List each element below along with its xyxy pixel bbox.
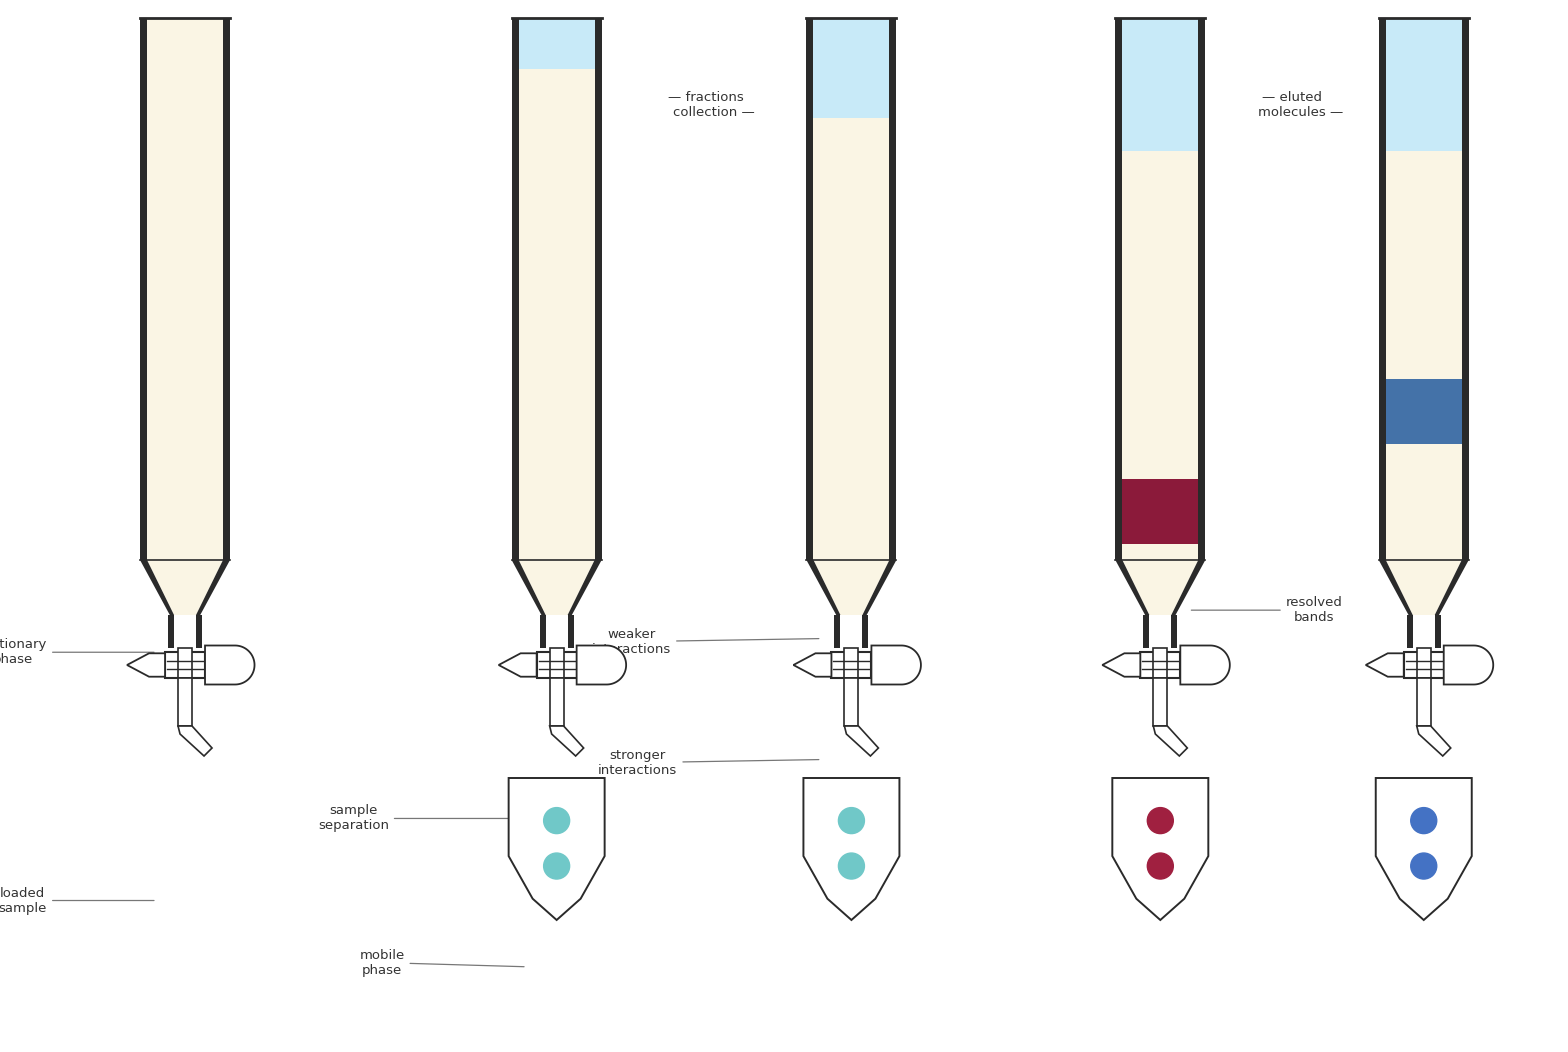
Polygon shape bbox=[508, 778, 605, 920]
Circle shape bbox=[1148, 853, 1173, 879]
Bar bbox=[806, 18, 814, 560]
Bar bbox=[889, 18, 897, 560]
Circle shape bbox=[1148, 808, 1173, 833]
Bar bbox=[539, 615, 546, 648]
Bar bbox=[814, 18, 889, 118]
Bar bbox=[1198, 18, 1206, 560]
Polygon shape bbox=[196, 560, 230, 615]
Bar bbox=[519, 69, 594, 560]
Bar bbox=[1143, 615, 1149, 648]
Bar bbox=[519, 18, 594, 69]
Polygon shape bbox=[1171, 560, 1206, 615]
Bar bbox=[845, 677, 858, 726]
Text: stronger
interactions: stronger interactions bbox=[597, 749, 818, 776]
Text: mobile
phase: mobile phase bbox=[359, 949, 524, 976]
Bar bbox=[1417, 648, 1430, 677]
Polygon shape bbox=[1366, 653, 1403, 676]
Polygon shape bbox=[814, 560, 889, 615]
Polygon shape bbox=[1386, 560, 1461, 615]
Circle shape bbox=[1411, 808, 1436, 833]
Text: resolved
bands: resolved bands bbox=[1192, 596, 1342, 624]
Polygon shape bbox=[127, 653, 165, 676]
Bar bbox=[1154, 677, 1167, 726]
Bar bbox=[511, 18, 519, 560]
Circle shape bbox=[1411, 853, 1436, 879]
Bar bbox=[594, 18, 602, 560]
Bar bbox=[1386, 18, 1461, 150]
Bar bbox=[1406, 615, 1413, 648]
Bar bbox=[550, 648, 563, 677]
Bar bbox=[1386, 150, 1461, 560]
Bar bbox=[1417, 677, 1430, 726]
Bar bbox=[1140, 652, 1181, 677]
Polygon shape bbox=[803, 778, 900, 920]
Polygon shape bbox=[1112, 778, 1209, 920]
Bar bbox=[196, 615, 202, 648]
Polygon shape bbox=[179, 726, 212, 756]
Bar bbox=[1123, 18, 1198, 150]
Polygon shape bbox=[1417, 726, 1450, 756]
Bar bbox=[1171, 615, 1178, 648]
Bar bbox=[1386, 379, 1461, 444]
Bar bbox=[223, 18, 230, 560]
Circle shape bbox=[544, 853, 569, 879]
Bar bbox=[862, 615, 869, 648]
Bar bbox=[831, 652, 872, 677]
Polygon shape bbox=[1378, 560, 1413, 615]
Polygon shape bbox=[1435, 560, 1469, 615]
Bar bbox=[1435, 615, 1441, 648]
Polygon shape bbox=[1115, 560, 1149, 615]
Bar bbox=[1123, 150, 1198, 560]
Polygon shape bbox=[147, 560, 223, 615]
Bar bbox=[834, 615, 840, 648]
Polygon shape bbox=[1102, 653, 1140, 676]
Polygon shape bbox=[550, 726, 583, 756]
Bar bbox=[168, 615, 174, 648]
Polygon shape bbox=[845, 726, 878, 756]
Polygon shape bbox=[1181, 646, 1229, 685]
Bar bbox=[147, 18, 223, 560]
Text: — eluted
    molecules —: — eluted molecules — bbox=[1240, 92, 1344, 119]
Bar bbox=[179, 648, 191, 677]
Bar bbox=[845, 648, 858, 677]
Bar bbox=[550, 677, 563, 726]
Bar bbox=[536, 652, 577, 677]
Text: weaker
interactions: weaker interactions bbox=[591, 628, 818, 655]
Text: — fractions
    collection —: — fractions collection — bbox=[657, 92, 754, 119]
Polygon shape bbox=[793, 653, 831, 676]
Bar bbox=[1403, 652, 1444, 677]
Bar bbox=[814, 118, 889, 560]
Polygon shape bbox=[140, 560, 174, 615]
Polygon shape bbox=[1444, 646, 1493, 685]
Bar bbox=[1378, 18, 1386, 560]
Bar bbox=[1154, 648, 1167, 677]
Polygon shape bbox=[511, 560, 546, 615]
Bar bbox=[165, 652, 205, 677]
Polygon shape bbox=[1123, 560, 1198, 615]
Polygon shape bbox=[568, 560, 602, 615]
Polygon shape bbox=[205, 646, 254, 685]
Polygon shape bbox=[519, 560, 594, 615]
Polygon shape bbox=[872, 646, 920, 685]
Bar bbox=[1115, 18, 1123, 560]
Bar bbox=[1461, 18, 1469, 560]
Bar bbox=[1123, 479, 1198, 544]
Text: stationary
phase: stationary phase bbox=[0, 639, 154, 666]
Text: loaded
sample: loaded sample bbox=[0, 887, 154, 914]
Polygon shape bbox=[1375, 778, 1472, 920]
Text: sample
separation: sample separation bbox=[318, 805, 524, 832]
Polygon shape bbox=[499, 653, 536, 676]
Circle shape bbox=[544, 808, 569, 833]
Circle shape bbox=[839, 808, 864, 833]
Polygon shape bbox=[806, 560, 840, 615]
Polygon shape bbox=[862, 560, 897, 615]
Bar bbox=[568, 615, 574, 648]
Bar bbox=[179, 677, 191, 726]
Polygon shape bbox=[1154, 726, 1187, 756]
Bar bbox=[140, 18, 147, 560]
Circle shape bbox=[839, 853, 864, 879]
Polygon shape bbox=[577, 646, 626, 685]
